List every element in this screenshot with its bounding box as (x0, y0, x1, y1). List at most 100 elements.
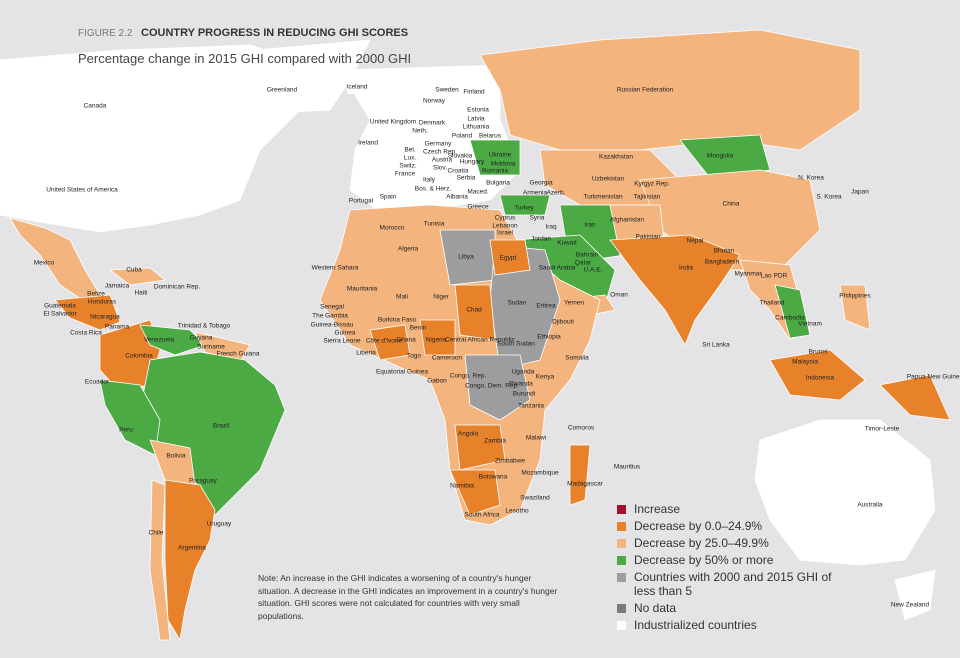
legend-item: No data (617, 601, 837, 615)
country-label: Estonia (467, 107, 489, 114)
country-label: Lao PDR (761, 273, 788, 280)
legend-label: Increase (634, 502, 681, 516)
country-label: Albania (446, 194, 468, 201)
country-label: Uruguay (207, 521, 232, 528)
region-shape (609, 234, 741, 346)
region-shape (879, 374, 951, 421)
country-label: Sudan (508, 300, 527, 307)
country-label: Sierra Leone (323, 338, 361, 345)
country-label: Botswana (479, 474, 508, 481)
country-label: Zimbabwe (495, 458, 525, 465)
country-label: United Kingdom (370, 119, 416, 126)
region-shape (0, 44, 331, 233)
country-label: Guyana (190, 335, 213, 342)
country-label: Suriname (197, 344, 225, 351)
country-label: Ukraine (489, 152, 512, 159)
region-shape (499, 194, 551, 216)
country-label: Chile (149, 530, 164, 537)
country-label: Switz. (399, 163, 417, 170)
country-label: Brazil (213, 423, 230, 430)
map-subtitle: Percentage change in 2015 GHI compared w… (78, 51, 411, 66)
country-label: India (679, 265, 693, 272)
region-shape (9, 217, 120, 311)
country-label: Djibouti (552, 319, 574, 326)
country-label: Venezuela (144, 337, 175, 344)
legend: Increase Decrease by 0.0–24.9% Decrease by… (617, 502, 837, 635)
country-label: Malawi (526, 435, 546, 442)
map-title: COUNTRY PROGRESS IN REDUCING GHI SCORES (141, 27, 408, 39)
region-shape (569, 444, 591, 506)
country-label: Cuba (126, 267, 142, 274)
legend-label: Decrease by 50% or more (634, 553, 774, 567)
country-label: Cyprus (495, 215, 516, 222)
country-label: Serbia (457, 175, 476, 182)
country-label: Belize (87, 291, 105, 298)
country-label: Argentina (178, 545, 206, 552)
country-label: Qatar (575, 260, 592, 267)
country-label: Sri Lanka (702, 342, 730, 349)
country-label: Syria (530, 215, 545, 222)
country-label: Bangladesh (705, 259, 740, 266)
country-label: Cameroon (432, 355, 463, 362)
country-label: Iran (584, 222, 596, 229)
country-label: Zambia (484, 438, 506, 445)
country-label: Kuwait (557, 240, 577, 247)
legend-item: Decrease by 0.0–24.9% (617, 519, 837, 533)
region-shape (369, 324, 411, 361)
country-label: Ireland (358, 140, 378, 147)
country-label: Rwanda (509, 381, 533, 388)
country-label: France (395, 171, 416, 178)
country-label: Nicaragua (90, 314, 120, 321)
country-label: Mauritania (347, 286, 378, 293)
country-label: S. Korea (816, 194, 842, 201)
region-shape (489, 239, 531, 276)
country-label: Honduras (88, 299, 117, 306)
legend-swatch (617, 539, 626, 548)
country-label: N. Korea (798, 175, 824, 182)
country-label: Tajikistan (634, 194, 661, 201)
country-label: Central African Republic (445, 337, 515, 344)
country-label: Eritrea (536, 303, 556, 310)
country-label: Uzbekistan (592, 176, 625, 183)
country-label: South Sudan (497, 341, 535, 348)
legend-swatch (617, 505, 626, 514)
legend-swatch (617, 604, 626, 613)
country-label: Congo, Dem. Rep. (465, 383, 519, 390)
country-label: Saudi Arabia (539, 265, 576, 272)
country-label: Namibia (450, 483, 474, 490)
country-label: Burundi (513, 391, 535, 398)
country-label: Guinea (335, 330, 356, 337)
legend-label: Countries with 2000 and 2015 GHI of less… (634, 570, 832, 598)
legend-swatch (617, 621, 626, 630)
country-label: Ecuador (85, 379, 110, 386)
country-label: Philippines (839, 293, 871, 300)
country-label: Ghana (396, 337, 416, 344)
country-label: Romania (482, 168, 508, 175)
country-label: Germany (425, 141, 452, 148)
country-label: Denmark (419, 120, 446, 127)
country-label: Togo (407, 353, 421, 360)
country-label: Sweden (435, 87, 459, 94)
legend-swatch (617, 573, 626, 582)
country-label: Yemen (564, 300, 584, 307)
country-label: Equatorial Guinea (376, 369, 428, 376)
country-label: Benin (410, 325, 427, 332)
country-label: Jamaica (105, 283, 130, 290)
country-label: Malaysia (792, 359, 818, 366)
country-label: Colombia (125, 353, 153, 360)
region-shape (479, 29, 861, 151)
country-label: Moldova (491, 161, 516, 168)
region-shape (769, 349, 866, 401)
legend-swatch (617, 556, 626, 565)
country-label: Turkey (514, 205, 534, 212)
country-label: Oman (610, 292, 628, 299)
country-label: Tunisia (424, 221, 445, 228)
region-shape (164, 479, 216, 642)
figure-number: FIGURE 2.2 (78, 28, 133, 39)
country-label: Costa Rica (70, 330, 102, 337)
region-shape (774, 284, 811, 339)
country-label: Greece (467, 204, 489, 211)
country-label: Egypt (500, 255, 517, 262)
country-label: Poland (452, 133, 473, 140)
country-label: Israel (497, 230, 513, 237)
